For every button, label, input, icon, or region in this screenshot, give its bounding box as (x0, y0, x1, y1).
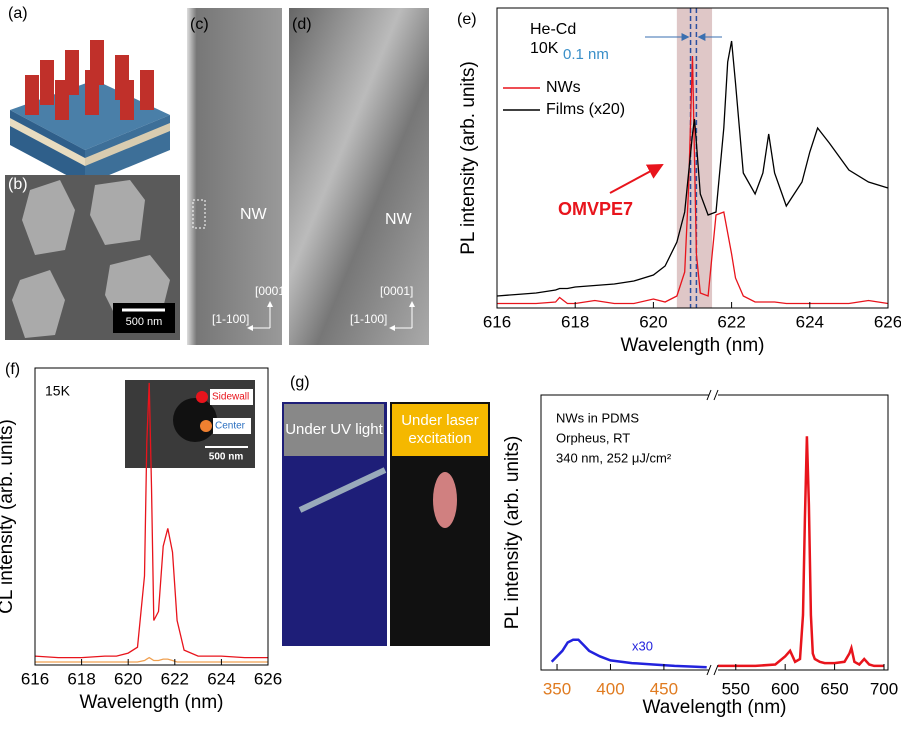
arrow (610, 165, 662, 193)
photo-label: Under UV light (284, 404, 384, 456)
annotation: 340 nm, 252 μJ/cm² (556, 450, 672, 465)
x-tick-label: 618 (561, 312, 589, 331)
axis-label: [0001] (255, 284, 288, 298)
annotation: 10K (530, 40, 559, 57)
x-tick-label: 618 (67, 669, 95, 688)
inset-dot (200, 420, 212, 432)
series-line (552, 640, 707, 668)
panel-label: (g) (290, 374, 310, 391)
x-tick-label: 616 (483, 312, 511, 331)
y-axis-title: PL intensity (arb. units) (502, 436, 523, 630)
inset-label: Sidewall (212, 392, 249, 403)
x-tick-label: 620 (639, 312, 667, 331)
device-illustration (10, 40, 170, 185)
x-tick-label: 700 (870, 679, 898, 698)
annotation: NWs in PDMS (556, 410, 639, 425)
panel-label: (f) (5, 361, 20, 378)
axis-label: [1-100] (212, 312, 249, 326)
y-axis-title: CL intensity (arb. units) (0, 419, 17, 614)
x-tick-label: 624 (207, 669, 235, 688)
annotation: He-Cd (530, 21, 576, 38)
panel-label: (b) (8, 176, 28, 193)
panel-label: (c) (190, 16, 209, 33)
annotation: 15K (45, 383, 71, 399)
x-axis-title: Wavelength (nm) (80, 692, 224, 713)
y-axis-title: PL intensity (arb. units) (458, 61, 479, 255)
x-tick-label: 350 (543, 679, 571, 698)
x-tick-label: 450 (650, 679, 678, 698)
x-tick-label: 624 (796, 312, 824, 331)
x-tick-label: 620 (114, 669, 142, 688)
inset-label: 500 nm (209, 452, 244, 463)
x-tick-label: 626 (874, 312, 901, 331)
x-axis-title: Wavelength (nm) (621, 335, 765, 356)
scale-bar-label: 500 nm (126, 316, 163, 328)
photo-glow (433, 472, 457, 528)
inset-dot (196, 391, 208, 403)
annotation: Orpheus, RT (556, 430, 630, 445)
nw-label: NW (385, 211, 413, 228)
x-tick-label: 550 (722, 679, 750, 698)
inset-label: Center (215, 421, 246, 432)
x-axis-title: Wavelength (nm) (643, 697, 787, 718)
x-tick-label: 616 (21, 669, 49, 688)
legend-label: Films (x20) (546, 101, 625, 118)
series-line (716, 436, 884, 666)
panel-label: (d) (292, 16, 312, 33)
x-tick-label: 600 (771, 679, 799, 698)
panel-label: (a) (8, 5, 28, 22)
x-tick-label: 622 (161, 669, 189, 688)
x-tick-label: 626 (254, 669, 282, 688)
panel-label: (e) (457, 11, 477, 28)
axis-label: [1-100] (350, 312, 387, 326)
annotation: OMVPE7 (558, 199, 633, 219)
axis-label: [0001] (380, 284, 413, 298)
nw-label: NW (240, 206, 268, 223)
annotation: x30 (632, 638, 653, 653)
x-tick-label: 650 (820, 679, 848, 698)
series-line (35, 658, 268, 662)
x-tick-label: 622 (717, 312, 745, 331)
annotation: 0.1 nm (563, 46, 609, 63)
photo-label: Under laser excitation (392, 404, 488, 456)
figure: 500 nm NW [0001] [1-100] NW [0001] [1-10… (0, 0, 901, 731)
legend-label: NWs (546, 79, 581, 96)
x-tick-label: 400 (596, 679, 624, 698)
figure-canvas: 500 nm NW [0001] [1-100] NW [0001] [1-10… (0, 0, 901, 731)
